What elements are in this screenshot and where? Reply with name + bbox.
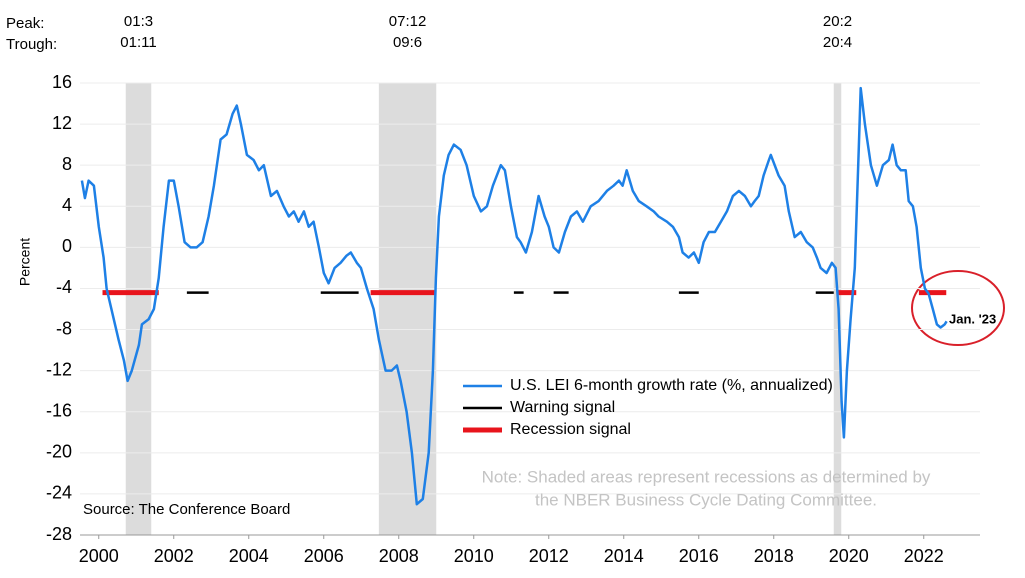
legend-label: U.S. LEI 6-month growth rate (%, annuali… <box>510 377 833 394</box>
y-axis-label: Percent <box>17 238 33 286</box>
recession-peak: 07:12 <box>389 13 427 30</box>
recession-peak: 01:3 <box>124 13 153 30</box>
recession-trough: 09:6 <box>393 34 422 51</box>
legend-label: Warning signal <box>510 399 615 416</box>
x-tick-label: 2018 <box>754 546 794 566</box>
y-tick-label: -24 <box>46 483 72 503</box>
source: Source: The Conference Board <box>83 501 290 518</box>
x-tick-label: 2016 <box>679 546 719 566</box>
x-tick-label: 2008 <box>379 546 419 566</box>
x-tick-label: 2004 <box>229 546 269 566</box>
y-tick-label: 0 <box>62 236 72 256</box>
trough-label: Trough: <box>6 36 57 53</box>
note: Note: Shaded areas represent recessions … <box>482 467 931 486</box>
y-tick-label: -16 <box>46 400 72 420</box>
data-line <box>80 86 948 506</box>
y-tick-label: -20 <box>46 442 72 462</box>
highlight-circle <box>911 270 1005 346</box>
x-tick-label: 2002 <box>154 546 194 566</box>
note: the NBER Business Cycle Dating Committee… <box>535 490 877 509</box>
x-tick-label: 2014 <box>604 546 644 566</box>
y-tick-label: 8 <box>62 154 72 174</box>
recession-peak: 20:2 <box>823 13 852 30</box>
recession-shade <box>125 83 152 535</box>
x-tick-label: 2006 <box>304 546 344 566</box>
x-tick-label: 2010 <box>454 546 494 566</box>
x-tick-label: 2020 <box>829 546 869 566</box>
y-tick-label: -8 <box>56 318 72 338</box>
legend-label: Recession signal <box>510 421 631 438</box>
y-tick-label: 12 <box>52 113 72 133</box>
y-tick-label: 4 <box>62 195 72 215</box>
x-tick-label: 2012 <box>529 546 569 566</box>
y-tick-label: -12 <box>46 359 72 379</box>
recession-trough: 20:4 <box>823 34 852 51</box>
x-tick-label: 2022 <box>904 546 944 566</box>
y-tick-label: -28 <box>46 524 72 544</box>
recession-trough: 01:11 <box>120 34 156 51</box>
annotation: Jan. '23 <box>949 311 996 326</box>
y-tick-label: 16 <box>52 72 72 92</box>
peak-label: Peak: <box>6 15 44 32</box>
y-tick-label: -4 <box>56 277 72 297</box>
x-tick-label: 2000 <box>79 546 119 566</box>
